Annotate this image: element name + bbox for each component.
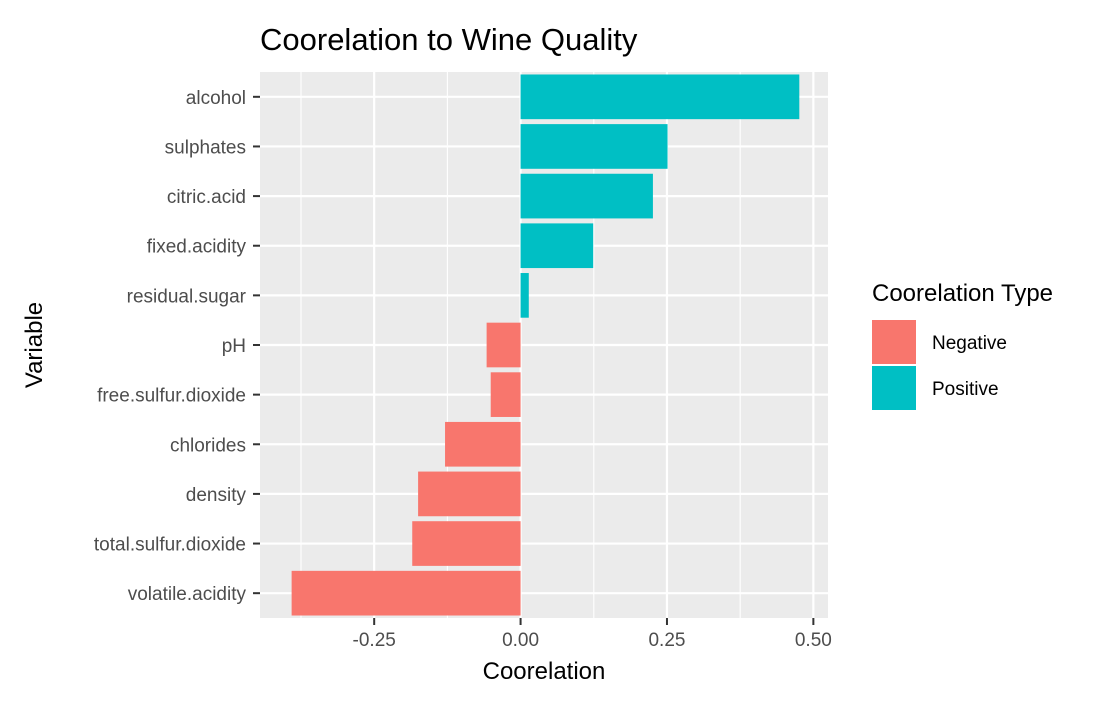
bar-sulphates <box>520 124 668 169</box>
bar-chlorides <box>445 421 521 467</box>
bar-alcohol <box>520 74 800 120</box>
x-tick-label: 0.25 <box>648 630 685 651</box>
y-tick-label: volatile.acidity <box>128 584 247 605</box>
y-tick-label: fixed.acidity <box>147 237 247 258</box>
y-tick-label: total.sulfur.dioxide <box>94 535 246 556</box>
y-tick-label: citric.acid <box>167 187 246 208</box>
y-tick-label: chlorides <box>170 435 246 456</box>
x-tick-label: 0.50 <box>795 630 832 651</box>
x-axis-title: Coorelation <box>483 658 606 685</box>
bar-residual-sugar <box>520 273 529 318</box>
bar-total-sulfur-dioxide <box>412 521 521 566</box>
bar-citric-acid <box>520 173 653 219</box>
bar-density <box>418 471 521 517</box>
y-tick-label: alcohol <box>186 88 246 109</box>
y-tick-label: density <box>186 485 247 506</box>
x-axis: -0.25 0.00 0.25 0.50 <box>353 618 832 651</box>
chart-title: Coorelation to Wine Quality <box>260 22 638 57</box>
legend-swatch-negative <box>872 320 916 364</box>
bar-fixed-acidity <box>520 223 594 269</box>
y-tick-label: residual.sugar <box>127 286 247 307</box>
legend-label-positive: Positive <box>932 379 999 400</box>
bar-free-sulfur-dioxide <box>490 372 521 417</box>
bar-volatile-acidity <box>291 570 521 616</box>
legend-label-negative: Negative <box>932 333 1007 354</box>
x-tick-label: -0.25 <box>353 630 396 651</box>
y-axis-title: Variable <box>21 302 48 388</box>
x-tick-label: 0.00 <box>502 630 539 651</box>
y-tick-label: pH <box>222 336 246 357</box>
legend: Coorelation Type Negative Positive <box>872 280 1053 410</box>
legend-swatch-positive <box>872 366 916 410</box>
y-tick-label: sulphates <box>165 137 246 158</box>
y-axis: alcohol sulphates citric.acid fixed.acidity… <box>94 88 260 605</box>
bar-pH <box>486 322 521 368</box>
legend-title: Coorelation Type <box>872 280 1053 307</box>
bars <box>291 74 800 616</box>
y-tick-label: free.sulfur.dioxide <box>97 386 246 407</box>
